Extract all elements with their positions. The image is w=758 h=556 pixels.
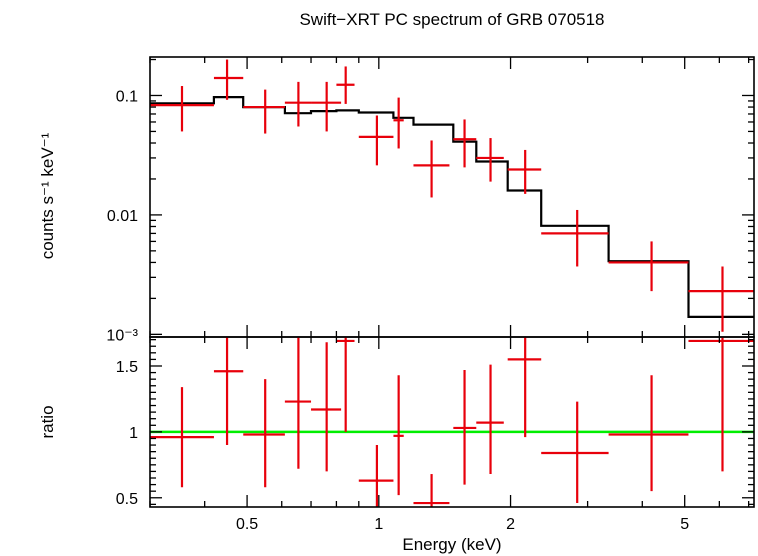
- ratio-data-point: [541, 401, 609, 504]
- ratio-y-axis-label: ratio: [38, 405, 57, 438]
- x-tick-label: 5: [680, 516, 689, 533]
- spectrum-panel: 0.1 0.01 10⁻³ counts s⁻¹ keV⁻¹: [38, 56, 755, 344]
- ratio-data-point: [688, 337, 754, 472]
- ratio-data-point: [284, 337, 312, 469]
- ratio-data-point: [243, 379, 285, 488]
- spectrum-y-tick-label: 10⁻³: [106, 327, 138, 344]
- ratio-data-point: [507, 337, 542, 438]
- spectrum-data-point: [507, 149, 542, 194]
- x-tick-label: 1: [374, 516, 383, 533]
- ratio-data-point: [213, 337, 244, 446]
- ratio-data-point: [336, 337, 355, 432]
- ratio-y-tick-label: 0.5: [116, 491, 138, 508]
- ratio-y-tick-label: 1.5: [116, 359, 138, 376]
- spectrum-data-point: [336, 66, 355, 104]
- ratio-data-point: [476, 364, 504, 475]
- ratio-data-point: [608, 375, 689, 492]
- ratio-panel: 0.5 1 1.5 0.5 1 2 5 ratio: [38, 336, 755, 533]
- spectrum-data-point: [284, 81, 312, 127]
- ratio-data-point: [311, 342, 342, 472]
- spectrum-data-point: [358, 115, 394, 166]
- ratio-data-point: [358, 445, 394, 507]
- spectrum-data-point: [608, 241, 689, 292]
- spectrum-data-point: [453, 119, 477, 168]
- spectrum-y-tick-label: 0.1: [116, 88, 138, 105]
- ratio-data-point: [453, 369, 477, 485]
- ratio-panel-frame: [149, 336, 755, 508]
- ratio-y-tick-label: 1: [129, 425, 138, 442]
- spectrum-y-tick-label: 0.01: [107, 208, 138, 225]
- spectrum-data-point: [311, 81, 342, 132]
- spectrum-data-point: [150, 86, 214, 132]
- ratio-data-point: [150, 387, 214, 488]
- ratio-data-point: [413, 474, 450, 507]
- x-tick-label: 2: [506, 516, 515, 533]
- x-tick-label: 0.5: [236, 516, 258, 533]
- spectrum-panel-frame: [149, 56, 755, 338]
- spectrum-data-point: [413, 140, 450, 198]
- x-axis-label: Energy (keV): [402, 535, 501, 554]
- spectrum-data-point: [688, 266, 754, 332]
- model-step-line: [150, 96, 754, 318]
- spectrum-data-point: [243, 89, 285, 134]
- spectrum-data-point: [213, 59, 244, 100]
- spectrum-data-point: [476, 138, 504, 182]
- spectrum-y-axis-label: counts s⁻¹ keV⁻¹: [38, 132, 57, 259]
- chart-title: Swift−XRT PC spectrum of GRB 070518: [299, 10, 604, 29]
- ratio-data-point: [393, 375, 404, 496]
- spectrum-data-point: [393, 97, 404, 149]
- spectrum-data-point: [541, 209, 609, 267]
